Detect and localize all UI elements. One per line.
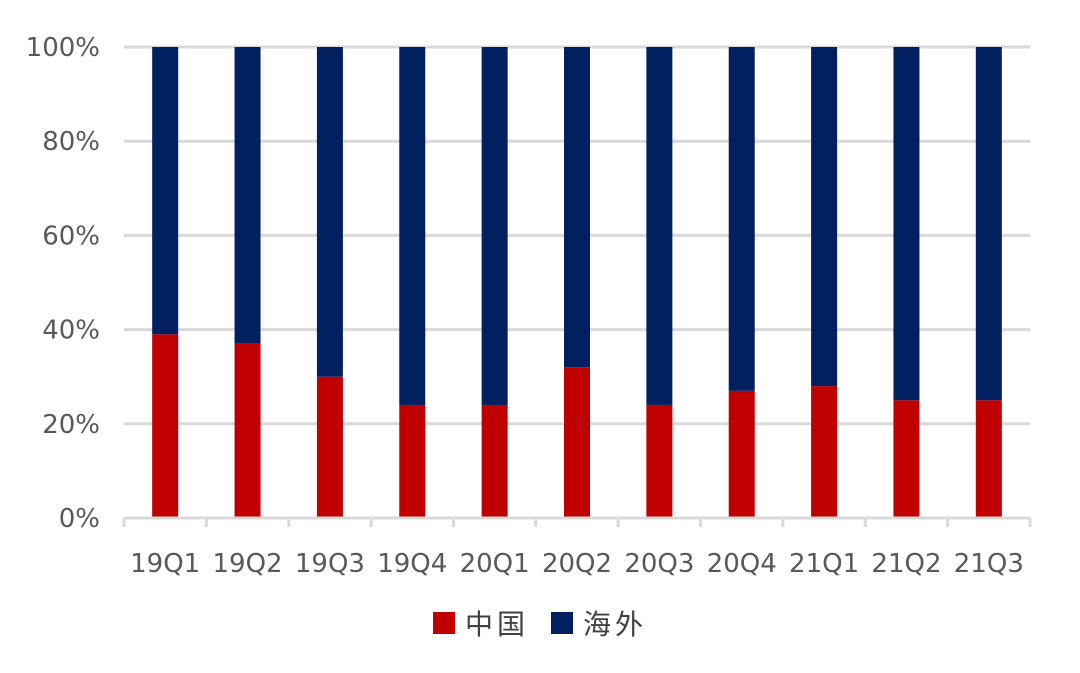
bar-china (481, 404, 508, 518)
bars (152, 47, 1002, 518)
x-tick-label: 20Q2 (542, 549, 612, 579)
bar-overseas (893, 47, 920, 401)
legend-label-china: 中国 (464, 608, 529, 641)
bar-overseas (728, 47, 755, 391)
y-axis: 0% 20% 40% 60% 80% 100% (26, 33, 100, 534)
x-tick-label: 19Q2 (212, 549, 282, 579)
bar-overseas (399, 47, 426, 405)
bar-china (811, 386, 838, 518)
bar-overseas (481, 47, 508, 405)
legend-label-overseas: 海外 (583, 608, 648, 641)
x-tick-label: 19Q3 (295, 549, 365, 579)
y-tick-label: 60% (42, 221, 100, 251)
x-tick-label: 21Q3 (954, 549, 1024, 579)
bar-china (893, 400, 920, 518)
x-tick-label: 21Q2 (871, 549, 941, 579)
x-axis: 19Q1 19Q2 19Q3 19Q4 20Q1 20Q2 20Q3 20Q4 21Q1 21Q2… (122, 516, 1032, 579)
bar-china (399, 404, 426, 518)
y-tick-label: 20% (42, 410, 100, 440)
bar-china (646, 404, 673, 518)
legend-swatch-china (432, 612, 455, 634)
bar-overseas (152, 47, 179, 335)
bar-china (564, 367, 590, 518)
legend-item-overseas: 海外 (551, 603, 647, 643)
x-tick-label: 20Q3 (624, 549, 694, 579)
x-tick-label: 19Q1 (130, 549, 200, 579)
legend-swatch-overseas (551, 612, 573, 634)
bar-overseas (811, 47, 838, 387)
x-tick-label: 19Q4 (377, 549, 447, 579)
x-tick-label: 21Q1 (789, 549, 859, 579)
x-tick-label: 20Q4 (707, 549, 777, 579)
bar-overseas (646, 47, 673, 405)
stacked-bar-chart: 0% 20% 40% 60% 80% 100% 19Q1 19Q2 19Q3 19Q4 20Q1 2… (26, 33, 1032, 579)
x-tick-label: 20Q1 (460, 549, 530, 579)
bar-china (728, 390, 755, 518)
bar-overseas (234, 47, 261, 344)
y-tick-label: 80% (42, 127, 100, 157)
y-tick-label: 40% (42, 316, 100, 346)
y-tick-label: 0% (59, 504, 100, 534)
bar-china (152, 334, 179, 518)
bar-overseas (564, 47, 590, 368)
bar-overseas (975, 47, 1002, 401)
bar-china (316, 376, 343, 518)
bar-china (234, 343, 261, 518)
legend-item-china: 中国 (432, 603, 529, 643)
bar-overseas (316, 47, 343, 377)
y-tick-label: 100% (26, 33, 100, 63)
bar-china (975, 400, 1002, 518)
legend: 中国 海外 (0, 603, 1080, 643)
